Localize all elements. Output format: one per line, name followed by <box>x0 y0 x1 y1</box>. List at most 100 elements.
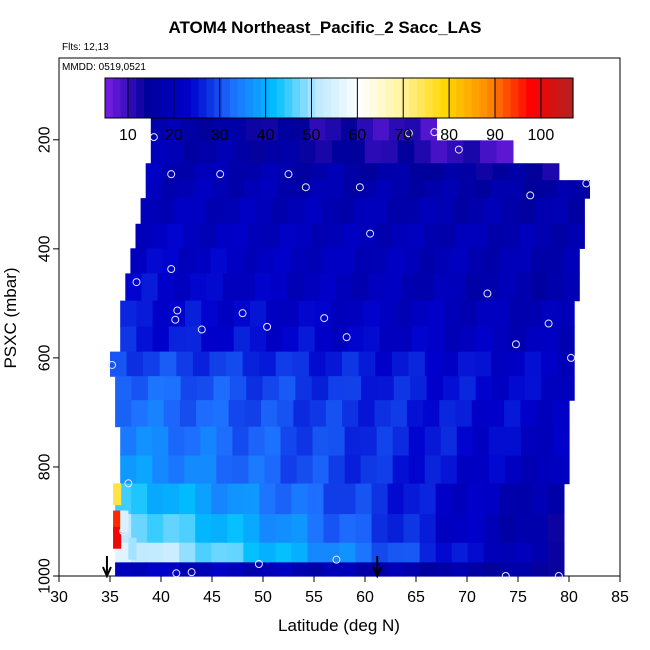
heatmap-cell <box>233 326 251 353</box>
heatmap-cell <box>420 117 437 141</box>
heatmap-cell <box>476 300 494 328</box>
heatmap-cell <box>360 163 378 181</box>
heatmap-cell <box>393 376 411 401</box>
sample-marker <box>544 319 553 328</box>
heatmap-cell <box>135 223 153 249</box>
heatmap-cell <box>531 562 549 577</box>
heatmap-cell <box>282 326 300 353</box>
heatmap-cell <box>459 376 477 401</box>
colorbar-segment <box>378 78 387 118</box>
heatmap-cell <box>325 117 342 141</box>
colorbar-segment <box>300 78 309 118</box>
heatmap-cell <box>499 248 516 274</box>
colorbar-segment <box>237 78 246 118</box>
heatmap-cell <box>536 400 554 428</box>
heatmap-cell <box>152 326 170 353</box>
heatmap-cell <box>343 223 361 249</box>
heatmap-cell <box>531 542 549 563</box>
sample-marker <box>171 315 180 324</box>
flight-arrows <box>102 556 383 579</box>
heatmap-cell <box>343 163 362 181</box>
heatmap-cell <box>136 326 154 353</box>
heatmap-cell <box>206 273 224 302</box>
heatmap-cell <box>499 542 517 563</box>
flight-arrow-head <box>102 566 112 579</box>
colorbar-segment <box>315 78 324 118</box>
colorbar-tick-label: 30 <box>211 127 229 144</box>
heatmap-cell <box>243 514 260 544</box>
colorbar-segment <box>417 78 426 118</box>
sample-marker <box>567 353 576 362</box>
heatmap-cell <box>183 223 201 249</box>
heatmap-cell <box>210 248 228 274</box>
heatmap-cell <box>403 562 421 577</box>
heatmap-cell <box>330 300 348 328</box>
heatmap-cell <box>499 483 517 515</box>
heatmap-cell <box>322 248 340 274</box>
heatmap-cell <box>312 426 330 457</box>
heatmap-cell <box>248 455 266 485</box>
heatmap-cell <box>525 300 543 328</box>
heatmap-cell <box>264 455 282 485</box>
heatmap-cell <box>295 223 313 249</box>
heatmap-cell <box>157 273 175 302</box>
heatmap-cell <box>312 455 330 485</box>
heatmap-cell <box>243 562 260 577</box>
colorbar-segment <box>409 78 418 118</box>
heatmap-cell <box>323 562 341 577</box>
heatmap-cell <box>370 248 388 274</box>
heatmap-cell <box>307 562 325 577</box>
heatmap-cell <box>403 514 421 544</box>
heatmap-cell <box>442 376 460 401</box>
heatmap-cell <box>254 273 272 302</box>
heatmap-cell <box>163 483 180 515</box>
hotspot-cell <box>113 526 122 549</box>
heatmap-cell <box>444 326 462 353</box>
heatmap-cell <box>167 223 185 249</box>
x-axis: 30 35 40 45 50 55 60 65 70 75 80 85 <box>50 576 629 606</box>
heatmap-cell <box>307 514 325 544</box>
heatmap-cell <box>198 117 215 141</box>
heatmap-cell <box>201 326 219 353</box>
heatmap-cell <box>541 300 559 328</box>
heatmap-cell <box>291 514 309 544</box>
heatmap-cell <box>426 163 444 181</box>
heatmap-cell <box>451 542 469 563</box>
dates-label: MMDD: 0519,0521 <box>62 62 146 73</box>
colorbar-segment <box>370 78 379 118</box>
heatmap-cell <box>282 300 300 328</box>
heatmap-cell <box>403 198 421 225</box>
colorbar-segment <box>354 78 363 118</box>
heatmap-cell <box>411 300 429 328</box>
sample-marker <box>167 265 176 274</box>
heatmap-cell <box>403 542 421 563</box>
heatmap-cell <box>556 180 574 199</box>
x-axis-label: Latitude (deg N) <box>278 616 400 635</box>
heatmap-cell <box>557 300 575 328</box>
heatmap-cell <box>159 351 177 377</box>
heatmap-cell <box>456 455 474 485</box>
heatmap-cell <box>199 223 217 249</box>
heatmap-cell <box>242 248 260 274</box>
heatmap-cell <box>499 514 517 544</box>
heatmap-cell <box>162 163 180 181</box>
heatmap-cell <box>183 140 201 164</box>
colorbar-segment <box>183 78 192 118</box>
heatmap-cell <box>520 400 538 428</box>
heatmap-cell <box>216 455 233 485</box>
sample-marker <box>119 527 128 536</box>
heatmap-cell <box>483 483 501 515</box>
heatmap-cell <box>304 198 322 225</box>
heatmap-cell <box>325 400 343 428</box>
heatmap-cell <box>424 426 442 457</box>
x-tick-label: 30 <box>50 589 68 606</box>
heatmap-cell <box>222 273 240 302</box>
colorbar-segment <box>487 78 496 118</box>
heatmap-cell <box>275 514 293 544</box>
heatmap-cell <box>457 180 475 199</box>
colorbar-segment <box>112 78 122 118</box>
colorbar-segment <box>292 78 301 118</box>
heatmap-cell <box>363 300 381 328</box>
heatmap-cell <box>388 117 406 141</box>
heatmap-cell <box>263 223 281 249</box>
